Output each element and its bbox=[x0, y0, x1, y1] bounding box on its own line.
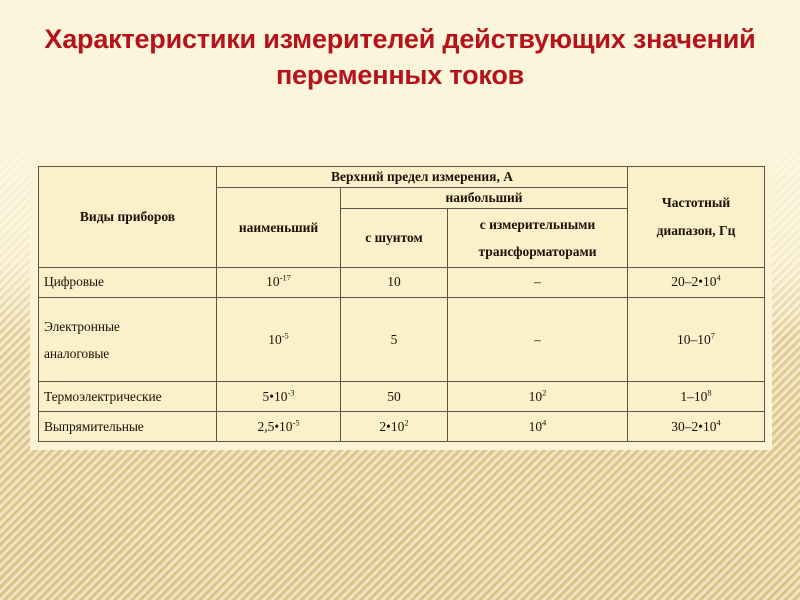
cell-frequency-exponent: 4 bbox=[716, 273, 721, 283]
cell-frequency-exponent: 8 bbox=[707, 388, 712, 398]
page-title: Характеристики измерителей действующих з… bbox=[44, 24, 756, 90]
cell-with-shunt: 5 bbox=[340, 296, 448, 383]
device-name-line1: Выпрямительные bbox=[44, 418, 144, 434]
cell-with-shunt-base: 50 bbox=[387, 388, 401, 404]
cell-with-transformers-base: – bbox=[534, 274, 541, 290]
device-name-line1: Электронные bbox=[44, 318, 120, 334]
device-name-line1: Цифровые bbox=[44, 274, 104, 290]
header-upper-limit-group: Верхний предел измерения, А bbox=[215, 166, 629, 188]
cell-with-transformers-exponent: 2 bbox=[542, 388, 547, 398]
cell-smallest-base: 10 bbox=[268, 331, 282, 347]
cell-smallest: 5•10-3 bbox=[216, 381, 341, 413]
cell-frequency: 20–2•104 bbox=[627, 267, 766, 298]
device-name-line2: аналоговые bbox=[44, 345, 110, 361]
cell-frequency-base: 10–10 bbox=[677, 331, 711, 347]
cell-with-shunt-base: 10 bbox=[387, 274, 401, 290]
header-with-transformers-line2: трансформаторами bbox=[478, 244, 597, 259]
header-with-shunt: с шунтом bbox=[340, 208, 448, 268]
table-row: Термоэлектрические 5•10-3 50 102 1–108 bbox=[38, 381, 766, 413]
cell-frequency: 1–108 bbox=[627, 381, 766, 413]
cell-with-transformers-base: 10 bbox=[528, 388, 543, 404]
cell-with-transformers: – bbox=[446, 267, 629, 298]
cell-with-shunt-base: 2•10 bbox=[379, 418, 405, 434]
header-frequency-line2: диапазон, Гц bbox=[656, 223, 736, 238]
specifications-table: Виды приборов Верхний предел измерения, … bbox=[38, 166, 766, 442]
cell-smallest-exponent: -5 bbox=[281, 331, 289, 340]
cell-with-transformers: – bbox=[446, 296, 629, 383]
header-smallest: наименьший bbox=[216, 187, 341, 268]
cell-smallest: 2,5•10-5 bbox=[216, 411, 341, 442]
table-header-row-1: Виды приборов Верхний предел измерения, … bbox=[38, 166, 766, 268]
cell-device-name: Термоэлектрические bbox=[38, 381, 217, 413]
cell-smallest-exponent: -17 bbox=[279, 273, 291, 283]
header-devices: Виды приборов bbox=[38, 166, 217, 268]
cell-device-name: Выпрямительные bbox=[38, 411, 217, 442]
cell-smallest-base: 10 bbox=[266, 274, 280, 290]
cell-with-transformers: 102 bbox=[446, 381, 629, 413]
cell-smallest-base: 5•10 bbox=[262, 388, 288, 404]
table-body: Цифровые 10-17 10–20–2•104 Электронные анало… bbox=[38, 267, 766, 442]
cell-smallest: 10-5 bbox=[216, 296, 341, 383]
cell-with-transformers-base: – bbox=[534, 331, 541, 347]
device-name-line1: Термоэлектрические bbox=[44, 388, 162, 404]
cell-smallest: 10-17 bbox=[216, 267, 341, 298]
table-panel: Виды приборов Верхний предел измерения, … bbox=[30, 158, 772, 450]
cell-frequency-base: 30–2•10 bbox=[671, 418, 717, 434]
header-with-transformers: с измерительными трансформаторами bbox=[446, 208, 629, 268]
cell-with-shunt-exponent: 2 bbox=[404, 418, 409, 427]
cell-frequency-exponent: 4 bbox=[716, 418, 721, 427]
cell-frequency-exponent: 7 bbox=[710, 331, 715, 340]
cell-smallest-exponent: -5 bbox=[292, 418, 300, 427]
cell-with-shunt: 2•102 bbox=[340, 411, 448, 442]
cell-with-shunt: 10 bbox=[340, 267, 448, 298]
cell-with-shunt-base: 5 bbox=[390, 331, 398, 347]
cell-with-transformers: 104 bbox=[446, 411, 629, 442]
header-frequency-line1: Частотный bbox=[661, 194, 731, 210]
cell-with-transformers-base: 10 bbox=[528, 418, 543, 434]
table-row: Электронные аналоговые 10-5 5 – 10–107 bbox=[38, 296, 766, 383]
cell-with-transformers-exponent: 4 bbox=[542, 418, 547, 427]
cell-with-shunt: 50 bbox=[340, 381, 448, 413]
cell-device-name: Цифровые bbox=[38, 267, 217, 298]
header-largest-group: наибольший bbox=[339, 187, 629, 209]
cell-smallest-exponent: -3 bbox=[287, 388, 295, 398]
cell-frequency-base: 20–2•10 bbox=[671, 274, 717, 290]
cell-smallest-base: 2,5•10 bbox=[257, 418, 293, 434]
table-row: Выпрямительные 2,5•10-5 2•102 104 30–2•104 bbox=[38, 411, 766, 442]
header-with-transformers-line1: с измерительными bbox=[479, 217, 596, 232]
table-row: Цифровые 10-17 10–20–2•104 bbox=[38, 267, 766, 298]
cell-frequency-base: 1–10 bbox=[680, 388, 708, 404]
cell-frequency: 10–107 bbox=[627, 296, 766, 383]
table-header-row-3: с шунтом с измерительными трансформатора… bbox=[39, 208, 765, 268]
cell-frequency: 30–2•104 bbox=[627, 411, 766, 442]
cell-device-name: Электронные аналоговые bbox=[38, 296, 217, 383]
header-frequency-range: Частотный диапазон, Гц bbox=[627, 166, 766, 268]
